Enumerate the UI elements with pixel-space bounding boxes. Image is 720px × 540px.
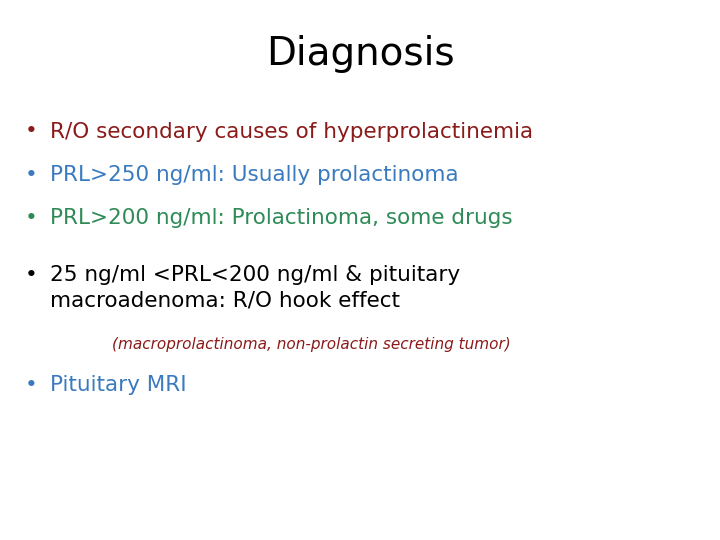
Text: •: • — [25, 375, 38, 395]
Text: R/O secondary causes of hyperprolactinemia: R/O secondary causes of hyperprolactinem… — [50, 122, 534, 141]
Text: •: • — [25, 208, 38, 228]
Text: Diagnosis: Diagnosis — [266, 35, 454, 73]
Text: •: • — [25, 265, 38, 285]
Text: Pituitary MRI: Pituitary MRI — [50, 375, 187, 395]
Text: 25 ng/ml <PRL<200 ng/ml & pituitary
macroadenoma: R/O hook effect: 25 ng/ml <PRL<200 ng/ml & pituitary macr… — [50, 265, 461, 310]
Text: •: • — [25, 122, 38, 141]
Text: •: • — [25, 165, 38, 185]
Text: PRL>250 ng/ml: Usually prolactinoma: PRL>250 ng/ml: Usually prolactinoma — [50, 165, 459, 185]
Text: (macroprolactinoma, non-prolactin secreting tumor): (macroprolactinoma, non-prolactin secret… — [112, 338, 510, 353]
Text: PRL>200 ng/ml: Prolactinoma, some drugs: PRL>200 ng/ml: Prolactinoma, some drugs — [50, 208, 513, 228]
